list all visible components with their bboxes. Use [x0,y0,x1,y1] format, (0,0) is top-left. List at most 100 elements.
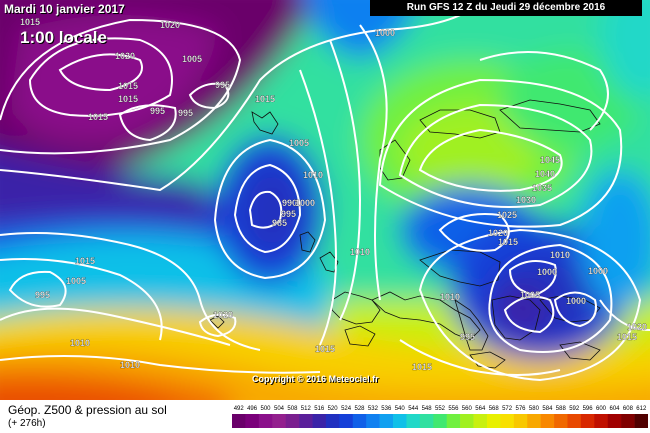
isobar-label: 1015 [20,17,40,27]
scale-color-swatch [527,414,541,428]
isobar-label: 1010 [350,247,370,257]
scale-tick-label: 572 [502,406,513,412]
scale-tick-label: 528 [354,406,365,412]
isobar-label: 1010 [550,250,570,260]
scale-color-swatch [500,414,515,428]
isobar-label: 1040 [535,169,555,179]
scale-color-swatch [473,414,488,428]
isobar-label: 1020 [213,310,233,320]
isobar-label: 1015 [315,344,335,354]
scale-tick-label: 492 [234,406,245,412]
scale-color-swatch [325,414,340,428]
scale-tick-label: 540 [395,406,406,412]
scale-color-swatch [634,414,648,428]
scale-tick-label: 512 [301,406,312,412]
scale-tick-label: 584 [542,406,553,412]
scale-color-swatch [446,414,461,428]
scale-tick-label: 552 [435,406,446,412]
isobar-label: 1000 [375,28,395,38]
scale-tick-label: 504 [274,406,285,412]
isobar-lines [0,9,650,382]
isobar-label: 1005 [520,290,540,300]
scale-tick-label: 556 [448,406,459,412]
scale-color-swatch [258,414,273,428]
isobar-label: 995 [215,80,230,90]
scale-color-swatch [419,414,434,428]
scale-tick-label: 600 [596,406,607,412]
isobar-label: 1000 [566,296,586,306]
scale-color-swatch [607,414,622,428]
scale-color-swatch [379,414,394,428]
z500-color-scale: 492 496 500 504 508 512 516 520 524 528 532 536 540 5… [232,406,648,428]
isobar-label: 1015 [498,237,518,247]
scale-color-swatch [554,414,568,428]
isobar-label: 1015 [617,332,637,342]
scale-color-swatch [312,414,327,428]
scale-tick-label: 516 [314,406,325,412]
isobar-label: 995 [281,209,296,219]
scale-tick-label: 560 [462,406,473,412]
scale-tick-label: 508 [287,406,298,412]
isobar-label: 1020 [488,228,508,238]
forecast-local-time: 1:00 locale [20,28,107,47]
scale-tick-label: 548 [422,406,433,412]
scale-color-swatch [393,414,407,428]
copyright-notice: Copyright © 2016 Meteociel.fr [252,374,379,384]
scale-color-swatch [406,414,421,428]
scale-color-swatch [366,414,380,428]
scale-color-swatch [540,414,555,428]
isobar-label: 1020 [627,322,647,332]
legend-subtitle: (+ 276h) [8,418,46,429]
scale-color-swatch [621,414,635,428]
scale-color-swatch [460,414,474,428]
scale-tick-label: 596 [583,406,594,412]
scale-tick-label: 532 [368,406,379,412]
scale-color-swatch [486,414,501,428]
scale-tick-label: 520 [328,406,339,412]
isobar-label: 1015 [412,362,432,372]
scale-color-swatch [567,414,582,428]
isobar-label: 1030 [516,195,536,205]
scale-tick-label: 568 [489,406,500,412]
scale-tick-label: 588 [556,406,567,412]
isobar-label: 1000 [295,198,315,208]
isobar-label: 1005 [182,54,202,64]
scale-color-swatch [299,414,313,428]
model-run-label: Run GFS 12 Z du Jeudi 29 décembre 2016 [370,0,642,16]
scale-tick-label: 604 [609,406,620,412]
scale-tick-label: 608 [623,406,634,412]
scale-color-swatch [339,414,354,428]
scale-color-swatch [352,414,367,428]
scale-color-swatch [285,414,300,428]
isobar-label: 1000 [588,266,608,276]
scale-tick-label: 500 [260,406,271,412]
isobar-label: 995 [150,106,165,116]
isobar-label: 1045 [540,155,560,165]
isobar-label: 995 [460,332,475,342]
isobar-label: 990 [282,198,297,208]
scale-tick-label: 592 [569,406,580,412]
isobar-label: 1015 [88,112,108,122]
scale-tick-label: 580 [529,406,540,412]
isobar-label: 1015 [118,81,138,91]
scale-color-swatch [245,414,260,428]
scale-color-swatch [513,414,528,428]
coastlines [209,99,601,369]
scale-tick-label: 612 [636,406,647,412]
scale-tick-label: 496 [247,406,258,412]
scale-tick-label: 564 [475,406,486,412]
weather-map: 1020 1015 1015 995 995 995 1015 990 1000… [0,0,650,400]
isobar-label: 1010 [303,170,323,180]
isobar-label: 1015 [255,94,275,104]
scale-tick-label: 536 [381,406,392,412]
scale-color-swatch [232,414,246,428]
isobar-label: 1010 [440,292,460,302]
isobar-label: 1005 [66,276,86,286]
forecast-date: Mardi 10 janvier 2017 [4,2,125,16]
legend-title: Géop. Z500 & pression au sol [8,403,167,417]
isobar-label: 1010 [120,360,140,370]
isobar-label: 1020 [115,51,135,61]
scale-color-swatch [433,414,448,428]
isobar-label: 1000 [537,267,557,277]
scale-color-swatch [580,414,595,428]
